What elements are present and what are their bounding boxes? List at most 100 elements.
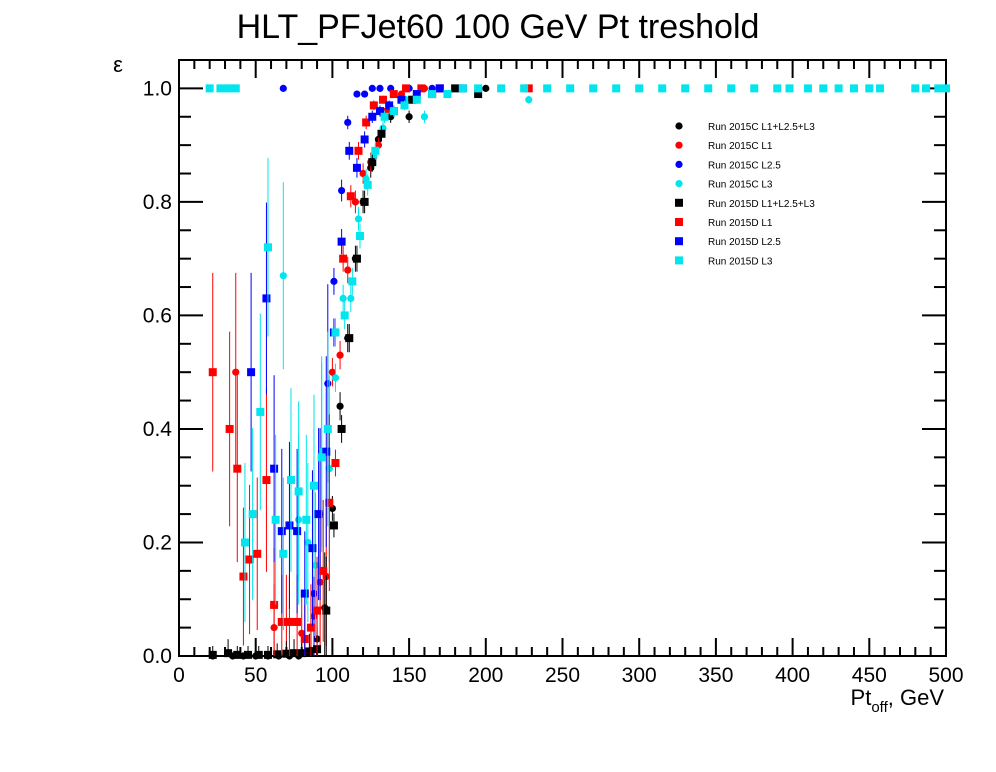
data-point — [290, 649, 299, 658]
plot-frame — [178, 59, 947, 657]
legend: Run 2015C L1+L2.5+L3 Run 2015C L1 Run 2015… — [675, 122, 815, 267]
data-point — [443, 90, 452, 99]
series-3 — [279, 84, 533, 639]
data-point — [389, 107, 398, 116]
data-point — [330, 277, 338, 285]
data-point — [773, 84, 782, 93]
x-tick-label: 350 — [698, 664, 733, 687]
data-point — [224, 84, 233, 93]
data-point — [911, 84, 920, 93]
data-point — [368, 112, 377, 121]
data-point — [727, 84, 736, 93]
data-point — [256, 407, 265, 416]
series-6 — [247, 84, 467, 656]
data-point — [277, 617, 286, 626]
data-point — [233, 650, 242, 659]
data-point — [389, 90, 398, 99]
data-point — [263, 650, 272, 659]
data-point — [262, 476, 271, 485]
data-point — [329, 521, 338, 530]
data-point — [344, 118, 352, 127]
data-point — [922, 84, 931, 93]
data-point — [300, 589, 309, 598]
data-point — [240, 538, 249, 547]
data-point — [294, 487, 303, 496]
data-point — [397, 95, 406, 104]
data-point — [359, 169, 367, 178]
data-point — [273, 650, 282, 659]
data-point — [328, 368, 336, 376]
data-point — [344, 266, 352, 274]
data-point — [310, 589, 318, 598]
data-point — [271, 515, 280, 524]
data-point — [323, 424, 332, 433]
data-point — [322, 606, 331, 615]
legend-label: Run 2015C L2.5 — [708, 160, 781, 171]
data-point — [405, 113, 413, 121]
y-tick-label: 0.6 — [143, 304, 172, 327]
legend-marker — [675, 237, 683, 246]
data-point — [232, 368, 240, 376]
plot-border — [178, 59, 947, 657]
axis-ticks: 0 50 100 150 200 250 300 350 400 450 500 0.0 0.2 0.4 0… — [143, 59, 964, 687]
x-tick-label: 250 — [545, 664, 580, 687]
data-point — [254, 650, 263, 659]
data-point — [225, 424, 234, 433]
data-point — [263, 243, 272, 252]
data-point — [704, 84, 713, 93]
legend-label: Run 2015D L1 — [708, 218, 773, 229]
data-point — [205, 84, 214, 93]
legend-label: Run 2015D L3 — [708, 256, 773, 267]
data-point — [277, 527, 286, 536]
x-tick-label: 450 — [852, 664, 887, 687]
data-point — [270, 600, 279, 609]
data-point — [803, 84, 812, 93]
data-point — [412, 90, 421, 99]
data-point — [331, 374, 340, 382]
chart-title: HLT_PFJet60 100 GeV Pt treshold — [237, 8, 760, 46]
data-points — [205, 84, 950, 660]
data-point — [345, 334, 354, 343]
data-point — [658, 84, 667, 93]
data-point — [285, 617, 294, 626]
data-point — [417, 84, 426, 93]
data-point — [412, 95, 421, 104]
data-point — [876, 84, 885, 93]
x-tick-label: 300 — [622, 664, 657, 687]
data-point — [331, 328, 340, 337]
data-point — [566, 84, 575, 93]
data-point — [458, 84, 467, 93]
data-point — [942, 84, 950, 93]
series-7 — [205, 84, 950, 631]
data-point — [368, 84, 376, 92]
data-point — [525, 96, 533, 104]
data-point — [338, 186, 346, 195]
data-point — [244, 650, 253, 659]
data-point — [834, 84, 843, 93]
data-point — [279, 272, 287, 280]
data-point — [336, 351, 344, 359]
data-point — [279, 84, 287, 92]
legend-marker — [675, 160, 683, 168]
x-tick-label: 50 — [244, 664, 267, 687]
data-point — [428, 90, 437, 99]
data-point — [352, 163, 361, 172]
x-tick-label: 100 — [315, 664, 350, 687]
data-point — [520, 84, 529, 93]
data-point — [248, 510, 257, 519]
data-point — [785, 84, 794, 93]
data-point — [377, 129, 386, 138]
legend-marker — [675, 141, 683, 149]
x-axis-title: Ptoff, GeV — [851, 685, 945, 716]
data-point — [589, 84, 598, 93]
y-axis-title: ε — [113, 52, 123, 77]
data-point — [317, 453, 326, 462]
data-point — [311, 561, 320, 569]
legend-label: Run 2015C L1 — [708, 141, 773, 152]
data-point — [362, 118, 371, 127]
data-point — [309, 481, 318, 490]
data-point — [270, 464, 279, 473]
data-point — [345, 146, 354, 155]
data-point — [262, 294, 271, 303]
